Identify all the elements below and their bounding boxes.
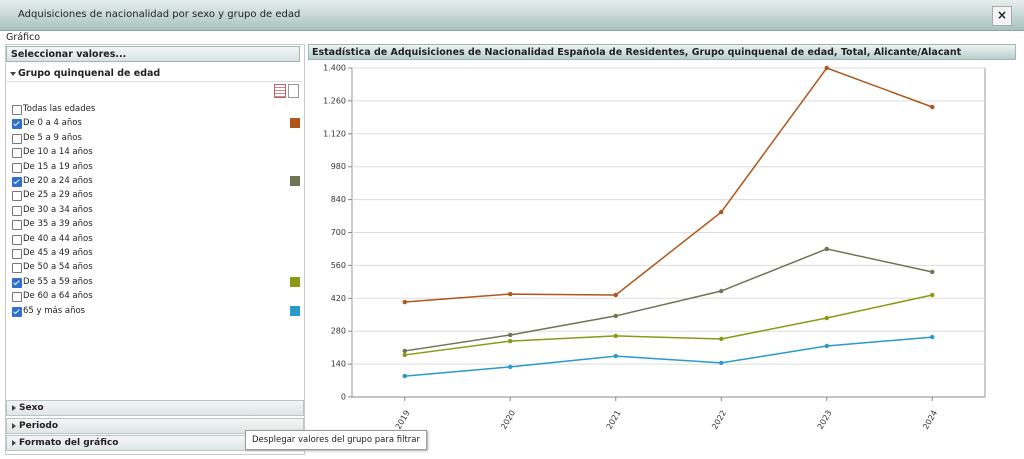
- checkbox[interactable]: [12, 292, 22, 303]
- chart-title: Estadística de Adquisiciones de Nacional…: [308, 44, 1016, 60]
- data-point: [930, 292, 935, 298]
- data-point: [508, 291, 513, 297]
- data-point: [719, 360, 724, 366]
- item-label[interactable]: De 40 a 44 años: [23, 233, 93, 244]
- checkbox[interactable]: [12, 119, 22, 130]
- collapsed-group[interactable]: Sexo: [6, 400, 304, 416]
- color-swatch: [290, 276, 300, 287]
- color-swatch: [290, 118, 300, 129]
- select-all-icon[interactable]: [274, 84, 286, 98]
- expand-arrow: [12, 422, 16, 429]
- data-point: [508, 364, 513, 370]
- item-label[interactable]: De 20 a 24 años: [23, 176, 93, 186]
- group-header[interactable]: Grupo quinquenal de edad: [6, 66, 302, 82]
- x-tick-label: 2019: [394, 409, 412, 431]
- y-tick-label: 700: [331, 228, 346, 237]
- data-point: [508, 332, 513, 338]
- data-point: [719, 209, 724, 215]
- y-tick-label: 0: [341, 393, 346, 402]
- checkbox[interactable]: [12, 105, 22, 115]
- filter-panel: [5, 44, 305, 455]
- y-tick-label: 420: [331, 294, 346, 303]
- checkbox[interactable]: [12, 263, 22, 274]
- close-button[interactable]: ×: [992, 6, 1012, 26]
- y-tick-label: 980: [331, 162, 346, 171]
- y-tick-label: 1.120: [323, 129, 346, 138]
- checkbox[interactable]: [12, 177, 22, 187]
- data-point: [824, 246, 829, 252]
- checkbox[interactable]: [12, 148, 22, 159]
- panel-title: Seleccionar valores...: [6, 46, 300, 62]
- expand-arrow: [12, 405, 16, 411]
- item-label[interactable]: De 50 a 54 años: [23, 262, 93, 273]
- data-point: [402, 352, 407, 358]
- item-label[interactable]: De 30 a 34 años: [23, 204, 93, 215]
- item-label[interactable]: De 35 a 39 años: [23, 219, 93, 230]
- item-label[interactable]: De 25 a 29 años: [23, 190, 93, 201]
- item-label[interactable]: De 45 a 49 años: [23, 248, 93, 258]
- data-point: [613, 333, 618, 339]
- collapsed-group[interactable]: Periodo: [6, 417, 304, 434]
- x-tick-label: 2023: [816, 409, 834, 431]
- checkbox[interactable]: [12, 249, 22, 259]
- y-tick-label: 560: [331, 261, 346, 270]
- data-point: [613, 313, 618, 319]
- y-tick-label: 840: [331, 195, 346, 204]
- item-label[interactable]: De 15 a 19 años: [23, 161, 93, 172]
- data-point: [824, 315, 829, 321]
- item-label[interactable]: De 55 a 59 años: [23, 276, 93, 287]
- series-line: [404, 336, 933, 377]
- x-tick-label: 2022: [710, 409, 728, 431]
- series-line: [404, 67, 933, 303]
- data-point: [402, 348, 407, 354]
- series-line: [404, 294, 933, 356]
- color-swatch: [290, 305, 300, 316]
- data-point: [402, 299, 407, 305]
- data-point: [930, 334, 935, 340]
- checkbox[interactable]: [12, 205, 22, 216]
- section-label: Gráfico: [6, 32, 41, 43]
- y-tick-label: 140: [331, 360, 346, 369]
- checkbox[interactable]: [12, 133, 22, 144]
- data-point: [508, 338, 513, 344]
- checkbox[interactable]: [12, 162, 22, 173]
- data-point: [719, 336, 724, 342]
- data-point: [613, 353, 618, 359]
- data-point: [930, 269, 935, 275]
- y-tick-label: 1.260: [323, 96, 346, 105]
- y-tick-label: 280: [331, 327, 346, 336]
- series-line: [404, 248, 933, 352]
- color-swatch: [290, 176, 300, 186]
- window-title: Adquisiciones de nacionalidad por sexo y…: [18, 9, 301, 20]
- checkbox[interactable]: [12, 306, 22, 317]
- data-point: [824, 343, 829, 349]
- x-tick-label: 2024: [921, 409, 939, 431]
- clear-icon[interactable]: [288, 84, 299, 98]
- item-label[interactable]: De 0 a 4 años: [23, 118, 82, 129]
- item-label[interactable]: De 5 a 9 años: [23, 132, 82, 143]
- x-tick-label: 2021: [605, 409, 623, 431]
- data-point: [930, 104, 935, 110]
- chart: 0 140 280 420 560 700 840 980 1.120 1.260 1.400 201…: [323, 64, 986, 431]
- checkbox[interactable]: [12, 220, 22, 231]
- checkbox[interactable]: [12, 234, 22, 245]
- y-tick-label: 1.400: [323, 64, 346, 73]
- title-bar: [0, 0, 1024, 31]
- x-tick-label: 2020: [499, 409, 517, 431]
- item-label[interactable]: De 10 a 14 años: [23, 147, 93, 158]
- item-label[interactable]: Todas las edades: [23, 104, 96, 114]
- checkbox[interactable]: [12, 277, 22, 288]
- item-label[interactable]: De 60 a 64 años: [23, 291, 93, 302]
- checkbox[interactable]: [12, 191, 22, 202]
- tooltip: Desplegar valores del grupo para filtrar: [245, 430, 427, 450]
- expand-arrow: [10, 72, 16, 76]
- item-label[interactable]: 65 y más años: [23, 305, 86, 316]
- data-point: [402, 373, 407, 379]
- expand-arrow: [12, 440, 16, 446]
- data-point: [719, 288, 724, 294]
- data-point: [613, 292, 618, 298]
- data-point: [824, 65, 829, 71]
